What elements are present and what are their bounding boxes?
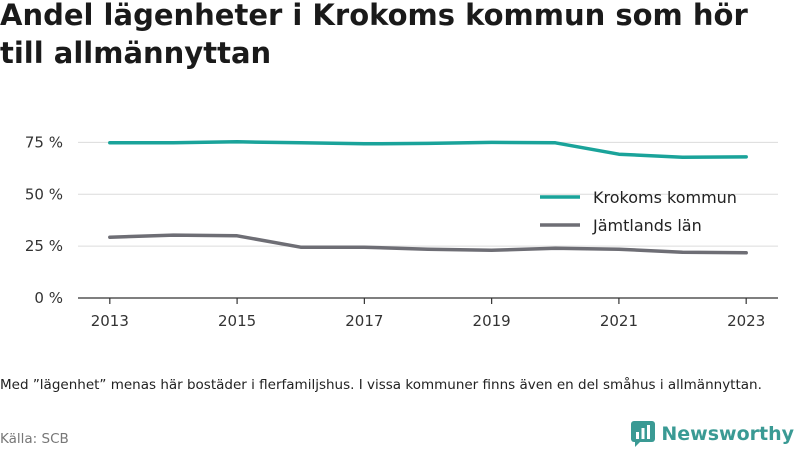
y-tick-label: 75 % bbox=[25, 133, 63, 151]
chart-note: Med ”lägenhet” menas här bostäder i fler… bbox=[0, 377, 762, 393]
y-axis: 0 % 25 % 50 % 75 % bbox=[25, 133, 63, 307]
series-lines bbox=[108, 140, 748, 255]
chart-title: Andel lägenheter i Krokoms kommun som hö… bbox=[0, 0, 748, 70]
x-tick-label: 2021 bbox=[600, 312, 638, 330]
series-line-krokoms-kommun bbox=[108, 140, 748, 160]
legend-label: Jämtlands län bbox=[592, 216, 702, 235]
newsworthy-brand[interactable]: Newsworthy bbox=[631, 420, 794, 448]
y-tick-label: 0 % bbox=[34, 289, 63, 307]
source-label: Källa: SCB bbox=[0, 431, 69, 447]
line-chart: 0 % 25 % 50 % 75 % 2013 2015 2017 2019 2021 2023… bbox=[25, 133, 778, 330]
x-tick-label: 2019 bbox=[473, 312, 511, 330]
x-tick-label: 2017 bbox=[345, 312, 383, 330]
brand-name: Newsworthy bbox=[661, 423, 794, 445]
x-tick-label: 2013 bbox=[91, 312, 129, 330]
y-tick-label: 25 % bbox=[25, 237, 63, 255]
legend: Krokoms kommun Jämtlands län bbox=[540, 188, 737, 235]
x-tick-label: 2023 bbox=[727, 312, 765, 330]
series-line-jamtlands-lan bbox=[108, 233, 748, 255]
y-tick-label: 50 % bbox=[25, 185, 63, 203]
x-tick-label: 2015 bbox=[218, 312, 256, 330]
legend-label: Krokoms kommun bbox=[593, 188, 737, 207]
x-axis: 2013 2015 2017 2019 2021 2023 bbox=[78, 297, 778, 330]
newsworthy-logo-icon bbox=[631, 421, 656, 447]
